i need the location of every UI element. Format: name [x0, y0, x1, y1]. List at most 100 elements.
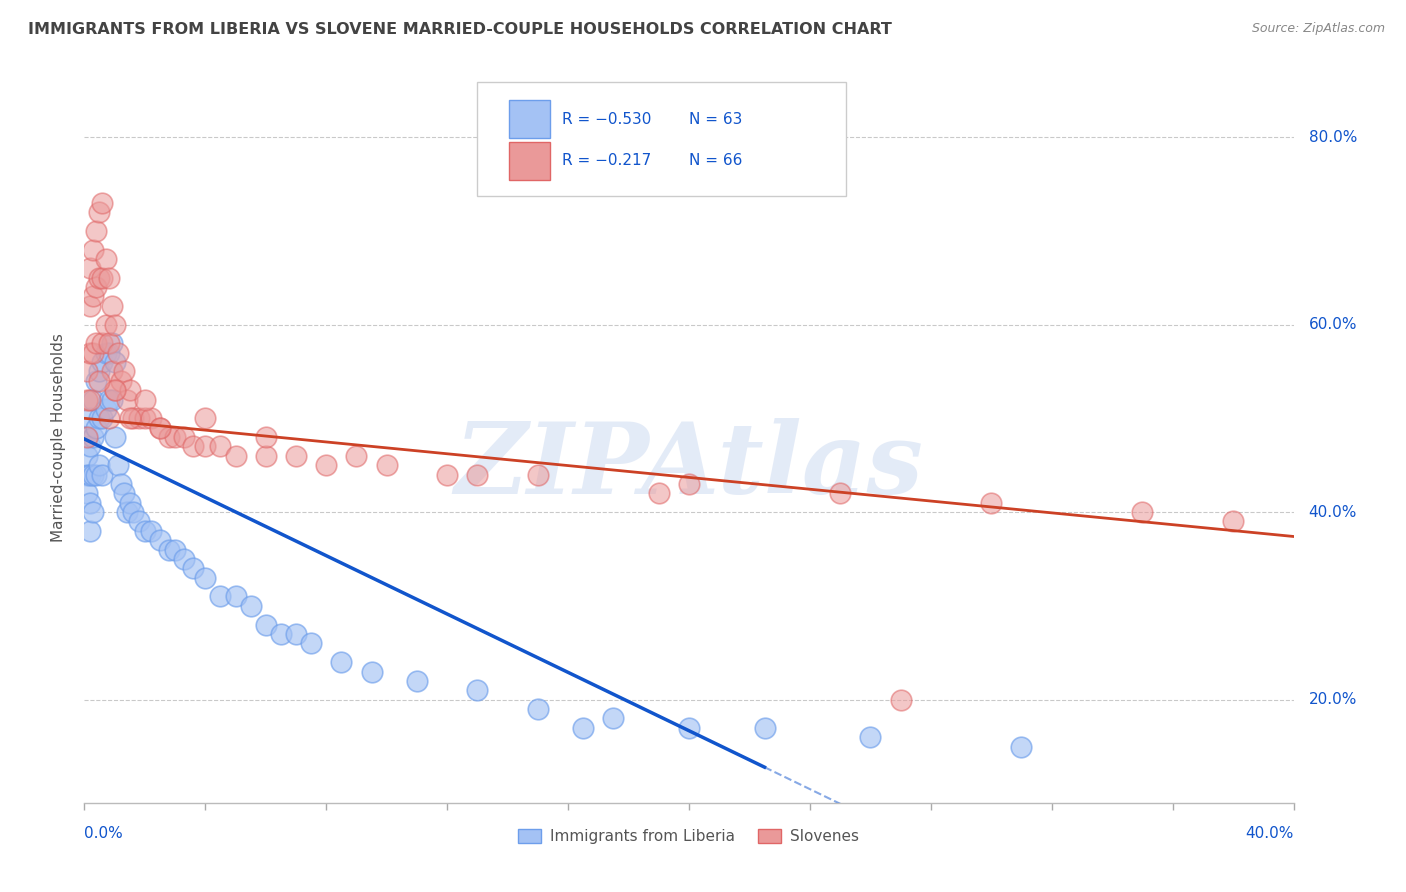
Text: R = −0.217: R = −0.217 [562, 153, 651, 169]
Point [79, 524, 101, 538]
Point [890, 692, 912, 706]
Point [270, 627, 292, 641]
Point [436, 467, 458, 482]
Point [115, 392, 138, 407]
Point [91, 411, 114, 425]
Point [97, 270, 120, 285]
Point [107, 458, 129, 473]
Point [149, 533, 172, 548]
Point [315, 458, 337, 473]
Point [100, 299, 122, 313]
Point [194, 440, 217, 454]
Point [285, 627, 308, 641]
Point [1011, 739, 1033, 754]
Point [173, 430, 195, 444]
Point [134, 524, 156, 538]
Point [82, 289, 104, 303]
Text: 60.0%: 60.0% [1309, 317, 1357, 332]
Y-axis label: Married-couple Households: Married-couple Households [51, 333, 66, 541]
Point [112, 486, 135, 500]
Point [86, 374, 108, 388]
Point [89, 411, 111, 425]
Point [89, 374, 111, 388]
Point [157, 542, 180, 557]
Point [194, 571, 217, 585]
Point [157, 430, 180, 444]
Point [94, 318, 117, 332]
Point [104, 318, 127, 332]
Point [82, 430, 104, 444]
Text: Source: ZipAtlas.com: Source: ZipAtlas.com [1251, 22, 1385, 36]
Point [79, 345, 101, 359]
Point [91, 355, 114, 369]
Point [100, 364, 122, 378]
Point [76, 364, 98, 378]
Point [91, 270, 114, 285]
Point [121, 411, 143, 425]
Point [134, 411, 156, 425]
Point [181, 561, 204, 575]
Point [285, 449, 308, 463]
Point [86, 224, 108, 238]
Point [79, 261, 101, 276]
Point [115, 505, 138, 519]
Point [830, 486, 852, 500]
Text: 0.0%: 0.0% [84, 826, 124, 841]
Point [76, 430, 98, 444]
Point [79, 299, 101, 313]
Point [100, 336, 122, 351]
Point [82, 467, 104, 482]
Point [97, 411, 120, 425]
Point [112, 364, 135, 378]
Point [89, 458, 111, 473]
Point [1130, 505, 1153, 519]
Point [602, 711, 624, 725]
Point [82, 392, 104, 407]
Point [149, 420, 172, 434]
Point [173, 552, 195, 566]
Point [254, 617, 277, 632]
Point [79, 467, 101, 482]
Point [107, 345, 129, 359]
Point [648, 486, 671, 500]
Point [1222, 515, 1244, 529]
Legend: Immigrants from Liberia, Slovenes: Immigrants from Liberia, Slovenes [512, 822, 866, 850]
Text: 80.0%: 80.0% [1309, 129, 1357, 145]
Text: 20.0%: 20.0% [1309, 692, 1357, 707]
Point [79, 496, 101, 510]
Point [104, 355, 127, 369]
Point [128, 515, 150, 529]
Text: ZIPAtlas: ZIPAtlas [454, 418, 924, 515]
Point [91, 195, 114, 210]
Point [980, 496, 1002, 510]
Point [86, 420, 108, 434]
Point [165, 542, 187, 557]
Point [97, 336, 120, 351]
Point [134, 392, 156, 407]
Point [346, 449, 368, 463]
Point [86, 467, 108, 482]
Point [467, 467, 489, 482]
Point [91, 467, 114, 482]
Point [86, 336, 108, 351]
Point [239, 599, 262, 613]
Point [299, 636, 322, 650]
Point [194, 411, 217, 425]
Point [128, 411, 150, 425]
Point [165, 430, 187, 444]
Point [225, 449, 247, 463]
Point [467, 683, 489, 698]
Point [572, 721, 595, 735]
Point [82, 345, 104, 359]
Point [82, 505, 104, 519]
Point [149, 420, 172, 434]
Point [678, 721, 700, 735]
Point [89, 205, 111, 219]
Point [181, 440, 204, 454]
Point [89, 270, 111, 285]
Point [79, 411, 101, 425]
Point [104, 383, 127, 397]
Point [94, 252, 117, 266]
FancyBboxPatch shape [509, 142, 550, 180]
Point [406, 673, 429, 688]
